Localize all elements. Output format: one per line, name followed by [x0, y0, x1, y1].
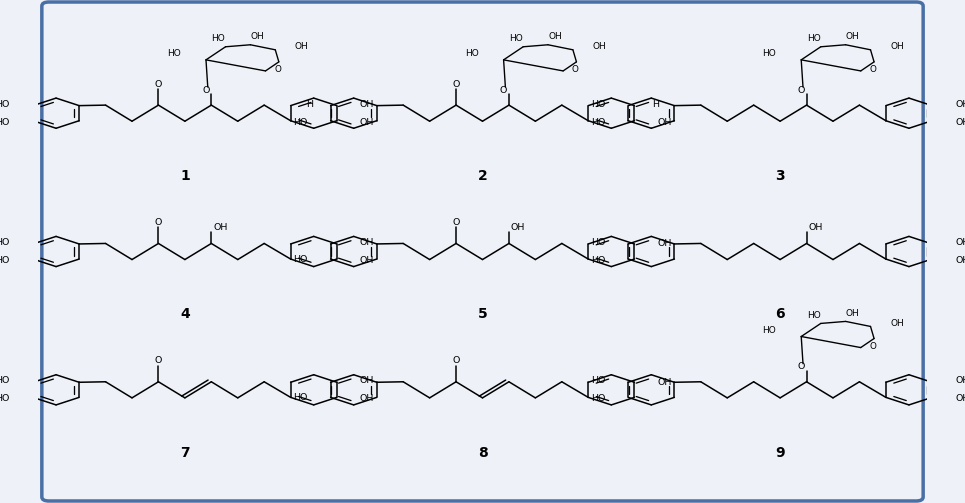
Text: 6: 6: [775, 307, 785, 321]
Text: O: O: [869, 342, 876, 351]
Text: OH: OH: [360, 394, 374, 403]
Text: HO: HO: [0, 256, 10, 265]
Text: HO: HO: [807, 311, 820, 320]
Text: O: O: [154, 356, 162, 365]
Text: 5: 5: [478, 307, 487, 321]
Text: H: H: [652, 100, 659, 109]
Text: O: O: [203, 86, 209, 95]
Text: O: O: [274, 65, 281, 74]
Text: HO: HO: [167, 49, 181, 58]
Text: HO: HO: [0, 238, 10, 247]
Text: HO: HO: [293, 255, 308, 264]
Text: 7: 7: [180, 446, 190, 460]
Text: OH: OH: [657, 378, 672, 387]
Text: OH: OH: [955, 100, 965, 109]
Text: OH: OH: [295, 42, 309, 51]
Text: O: O: [500, 86, 508, 95]
Text: HO: HO: [591, 118, 605, 127]
Text: HO: HO: [0, 376, 10, 385]
Text: HO: HO: [211, 34, 225, 43]
Text: OH: OH: [548, 32, 562, 41]
Text: O: O: [797, 86, 805, 95]
Text: H: H: [306, 100, 313, 109]
Text: OH: OH: [360, 256, 374, 265]
Text: OH: OH: [955, 238, 965, 247]
Text: 3: 3: [775, 169, 785, 183]
Text: OH: OH: [955, 118, 965, 127]
Text: OH: OH: [955, 394, 965, 403]
Text: 8: 8: [478, 446, 487, 460]
Text: OH: OH: [955, 256, 965, 265]
Text: HO: HO: [510, 34, 523, 43]
Text: OH: OH: [360, 238, 374, 247]
Text: HO: HO: [465, 49, 479, 58]
Text: O: O: [453, 79, 459, 89]
Text: O: O: [869, 65, 876, 74]
Text: OH: OH: [360, 100, 374, 109]
Text: OH: OH: [657, 118, 672, 127]
Text: HO: HO: [591, 394, 605, 403]
Text: OH: OH: [955, 376, 965, 385]
Text: OH: OH: [809, 223, 823, 232]
Text: OH: OH: [657, 239, 672, 248]
Text: OH: OH: [846, 32, 860, 41]
Text: 1: 1: [180, 169, 190, 183]
Text: OH: OH: [360, 376, 374, 385]
Text: OH: OH: [890, 319, 904, 328]
FancyBboxPatch shape: [41, 2, 924, 501]
Text: OH: OH: [360, 118, 374, 127]
Text: 9: 9: [775, 446, 785, 460]
Text: O: O: [154, 218, 162, 227]
Text: HO: HO: [807, 34, 820, 43]
Text: HO: HO: [293, 118, 308, 127]
Text: OH: OH: [593, 42, 606, 51]
Text: HO: HO: [293, 393, 308, 402]
Text: O: O: [453, 356, 459, 365]
Text: OH: OH: [890, 42, 904, 51]
Text: HO: HO: [591, 256, 605, 265]
Text: OH: OH: [213, 223, 228, 232]
Text: HO: HO: [591, 376, 605, 385]
Text: 4: 4: [180, 307, 190, 321]
Text: HO: HO: [591, 100, 605, 109]
Text: O: O: [154, 79, 162, 89]
Text: OH: OH: [846, 309, 860, 318]
Text: HO: HO: [0, 100, 10, 109]
Text: OH: OH: [510, 223, 525, 232]
Text: HO: HO: [762, 49, 777, 58]
Text: HO: HO: [591, 238, 605, 247]
Text: O: O: [453, 218, 459, 227]
Text: HO: HO: [0, 118, 10, 127]
Text: OH: OH: [251, 32, 264, 41]
Text: HO: HO: [762, 326, 777, 335]
Text: HO: HO: [0, 394, 10, 403]
Text: O: O: [571, 65, 579, 74]
Text: O: O: [797, 362, 805, 371]
Text: 2: 2: [478, 169, 487, 183]
